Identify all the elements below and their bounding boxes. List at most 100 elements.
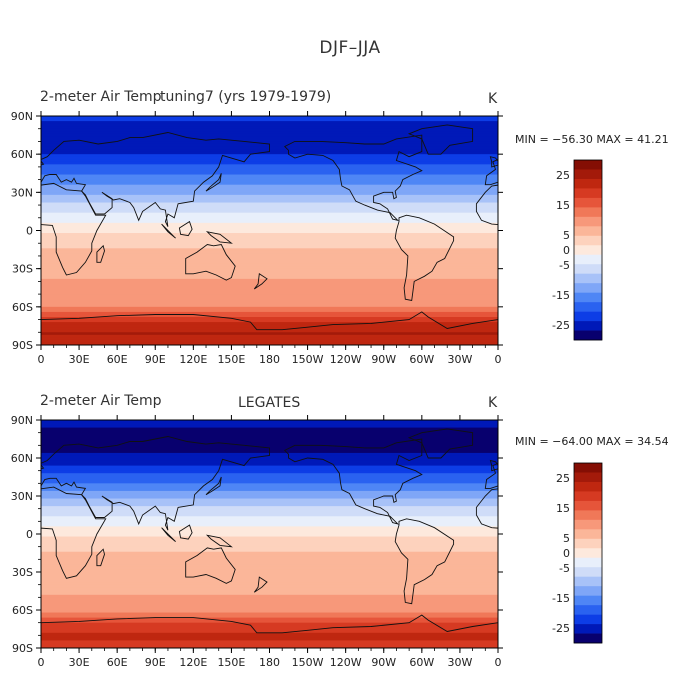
temperature-band (41, 430, 498, 434)
temperature-band (41, 437, 498, 441)
temperature-band (41, 587, 498, 591)
y-tick-label: 90S (12, 642, 33, 655)
temperature-band (41, 534, 498, 538)
panel-2-center-title: LEGATES (238, 395, 301, 411)
coastline (205, 173, 222, 192)
colorbar-swatch (574, 188, 602, 199)
temperature-band (41, 322, 498, 326)
temperature-band (41, 309, 498, 313)
temperature-band (41, 245, 498, 249)
x-tick-label: 180 (259, 656, 280, 669)
temperature-band (41, 334, 498, 338)
panel-1-units: K (488, 91, 498, 107)
temperature-band (41, 220, 498, 224)
temperature-band (41, 478, 498, 482)
map-panel-1: 0 30E 60E 90E 120E 150E 180 150W 120W 90W 60W 30W 09… (11, 110, 503, 366)
map-panel-2: 0 30E 60E 90E 120E 150E 180 150W 120W 90W 60W 30W 09… (11, 414, 503, 669)
x-tick-label: 150W (292, 656, 324, 669)
colorbar-label: 0 (563, 547, 570, 560)
temperature-band (41, 299, 498, 303)
x-tick-label: 0 (495, 656, 502, 669)
temperature-band (41, 475, 498, 479)
temperature-band (41, 289, 498, 293)
temperature-band (41, 617, 498, 621)
colorbar-label: 0 (563, 244, 570, 257)
temperature-band (41, 169, 498, 173)
temperature-band (41, 536, 498, 540)
temperature-band (41, 556, 498, 560)
colorbar-swatch (574, 586, 602, 596)
x-tick-label: 150E (217, 353, 245, 366)
temperature-band (41, 342, 498, 345)
temperature-band (41, 311, 498, 316)
colorbar-swatch (574, 216, 602, 227)
temperature-band (41, 544, 498, 548)
x-tick-label: 150E (217, 656, 245, 669)
colorbar-swatch (574, 330, 602, 341)
y-tick-label: 30S (12, 263, 33, 276)
x-tick-label: 90E (145, 656, 166, 669)
temperature-band (41, 164, 498, 168)
temperature-band (41, 192, 498, 196)
temperature-band (41, 498, 498, 502)
temperature-band (41, 539, 498, 543)
coastline (185, 547, 236, 584)
temperature-band (41, 564, 498, 568)
temperature-band (41, 235, 498, 239)
temperature-band (41, 645, 498, 648)
x-tick-label: 60E (107, 656, 128, 669)
temperature-band (41, 240, 498, 244)
x-tick-label: 120W (330, 353, 362, 366)
panel-2-left-title: 2-meter Air Temp (40, 393, 162, 409)
colorbar-swatch (574, 197, 602, 208)
coastline (394, 518, 455, 605)
x-tick-label: 30W (447, 656, 472, 669)
temperature-band (41, 337, 498, 341)
temperature-band (41, 161, 498, 165)
temperature-band (41, 442, 498, 446)
temperature-band (41, 116, 498, 120)
temperature-band (41, 488, 498, 492)
temperature-band (41, 179, 498, 183)
coastline (407, 428, 474, 459)
temperature-band (41, 123, 498, 127)
colorbar-panel-2: 25 15 5 0 -5 -15 -25 (552, 462, 603, 644)
coastline (489, 459, 498, 472)
temperature-band (41, 635, 498, 639)
coastline (96, 548, 105, 567)
temperature-band (41, 526, 498, 530)
temperature-band (41, 561, 498, 565)
coastline (41, 132, 270, 227)
colorbar-panel-1: 25 15 5 0 -5 -15 -25 (552, 159, 603, 341)
temperature-band (41, 579, 498, 583)
colorbar-swatch (574, 576, 602, 587)
colorbar-swatch (574, 567, 602, 577)
temperature-band (41, 227, 498, 232)
temperature-band (41, 559, 498, 563)
x-tick-label: 30E (69, 353, 90, 366)
temperature-band (41, 210, 498, 214)
coastline (205, 476, 222, 496)
y-tick-label: 60S (12, 301, 33, 314)
temperature-band (41, 324, 498, 328)
temperature-band (41, 508, 498, 512)
temperature-band (41, 490, 498, 495)
colorbar-swatch (574, 529, 602, 540)
temperature-band (41, 425, 498, 429)
temperature-band (41, 592, 498, 596)
panel-1-left-title: 2-meter Air Temp (40, 89, 162, 105)
temperature-band (41, 610, 498, 614)
coastline (394, 214, 455, 302)
colorbar-swatch (574, 481, 602, 492)
temperature-band (41, 597, 498, 601)
temperature-band (41, 642, 498, 647)
colorbar-swatch (574, 538, 602, 549)
x-tick-label: 0 (38, 656, 45, 669)
temperature-band (41, 294, 498, 298)
temperature-band (41, 118, 498, 122)
temperature-band (41, 233, 498, 237)
x-tick-label: 180 (259, 353, 280, 366)
coastline (205, 534, 233, 548)
temperature-band (41, 205, 498, 209)
